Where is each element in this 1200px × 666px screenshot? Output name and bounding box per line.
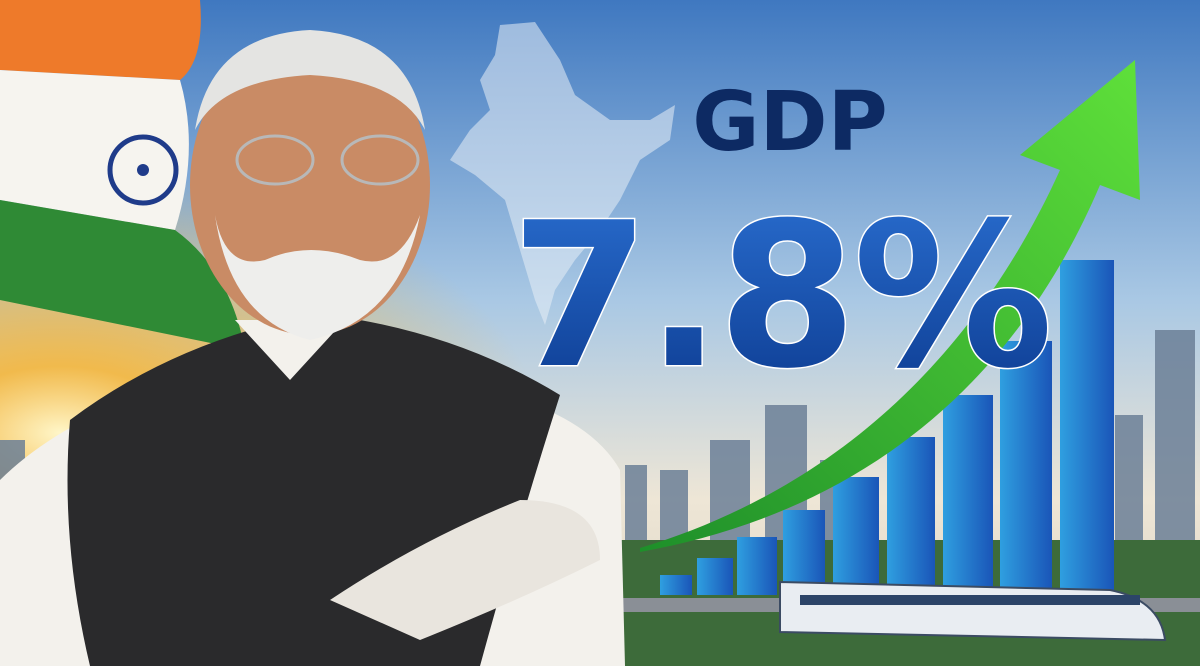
train: [779, 580, 1167, 642]
headline-value: 7.8%: [511, 180, 1050, 413]
map-silhouette: [450, 22, 675, 325]
person: [0, 30, 625, 666]
growth-bars: [660, 260, 1114, 595]
flag: [0, 0, 245, 350]
train-windows: [800, 595, 1140, 605]
growth-arrow: [640, 60, 1140, 552]
headline-label: GDP: [692, 75, 887, 170]
